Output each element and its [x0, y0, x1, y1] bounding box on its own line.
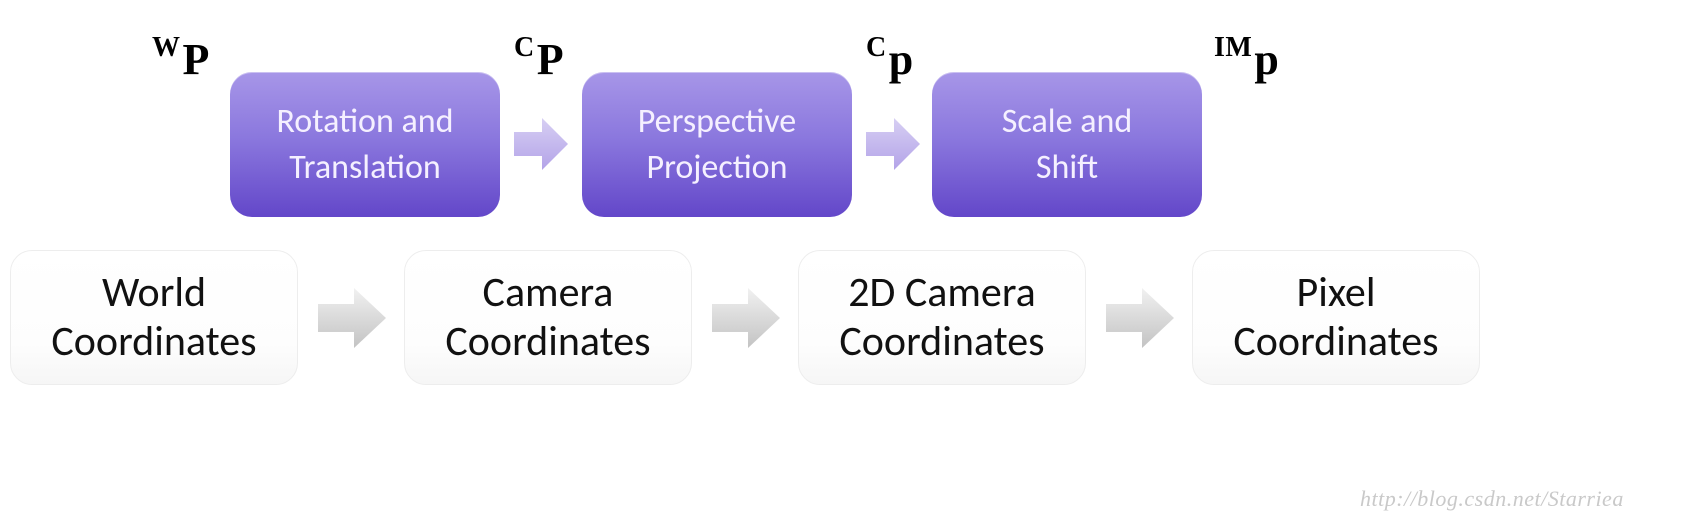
watermark-text: http://blog.csdn.net/Starriea: [1360, 486, 1624, 512]
label-Cp-sup: C: [866, 32, 887, 63]
node-text: Projection: [638, 145, 796, 191]
arrow-right-icon: [1098, 282, 1180, 354]
node-rotation-translation: Rotation and Translation: [230, 72, 500, 217]
node-perspective-projection: Perspective Projection: [582, 72, 852, 217]
arrow-right-icon: [508, 112, 572, 176]
label-IMp-sup: IM: [1214, 32, 1252, 63]
label-WP-main: P: [183, 35, 210, 84]
node-world-coordinates: World Coordinates: [10, 250, 298, 385]
node-scale-shift: Scale and Shift: [932, 72, 1202, 217]
label-IMp-main: p: [1254, 35, 1278, 84]
arrow-right-icon: [704, 282, 786, 354]
node-text: Shift: [1002, 145, 1132, 191]
node-camera-coordinates: Camera Coordinates: [404, 250, 692, 385]
diagram-canvas: WP CP Cp IMp Rotation and Translation Pe…: [0, 0, 1684, 520]
node-text: Coordinates: [445, 318, 650, 366]
node-text: Coordinates: [1233, 318, 1438, 366]
arrow-right-icon: [860, 112, 924, 176]
node-text: Camera: [445, 269, 650, 317]
label-Cp-main: p: [889, 35, 913, 84]
node-2d-camera-coordinates: 2D Camera Coordinates: [798, 250, 1086, 385]
label-CP: CP: [514, 34, 564, 85]
node-text: Coordinates: [51, 318, 256, 366]
node-pixel-coordinates: Pixel Coordinates: [1192, 250, 1480, 385]
node-text: Coordinates: [839, 318, 1044, 366]
node-text: Scale and: [1002, 99, 1132, 145]
label-IMp: IMp: [1214, 34, 1279, 85]
node-text: Pixel: [1233, 269, 1438, 317]
label-Cp: Cp: [866, 34, 913, 85]
node-text: Rotation and: [276, 99, 453, 145]
node-text: Translation: [276, 145, 453, 191]
node-text: World: [51, 269, 256, 317]
label-CP-sup: C: [514, 32, 535, 63]
arrow-right-icon: [310, 282, 392, 354]
node-text: Perspective: [638, 99, 796, 145]
node-text: 2D Camera: [839, 269, 1044, 317]
label-WP-sup: W: [152, 32, 181, 63]
label-CP-main: P: [537, 35, 564, 84]
label-WP: WP: [152, 34, 209, 85]
